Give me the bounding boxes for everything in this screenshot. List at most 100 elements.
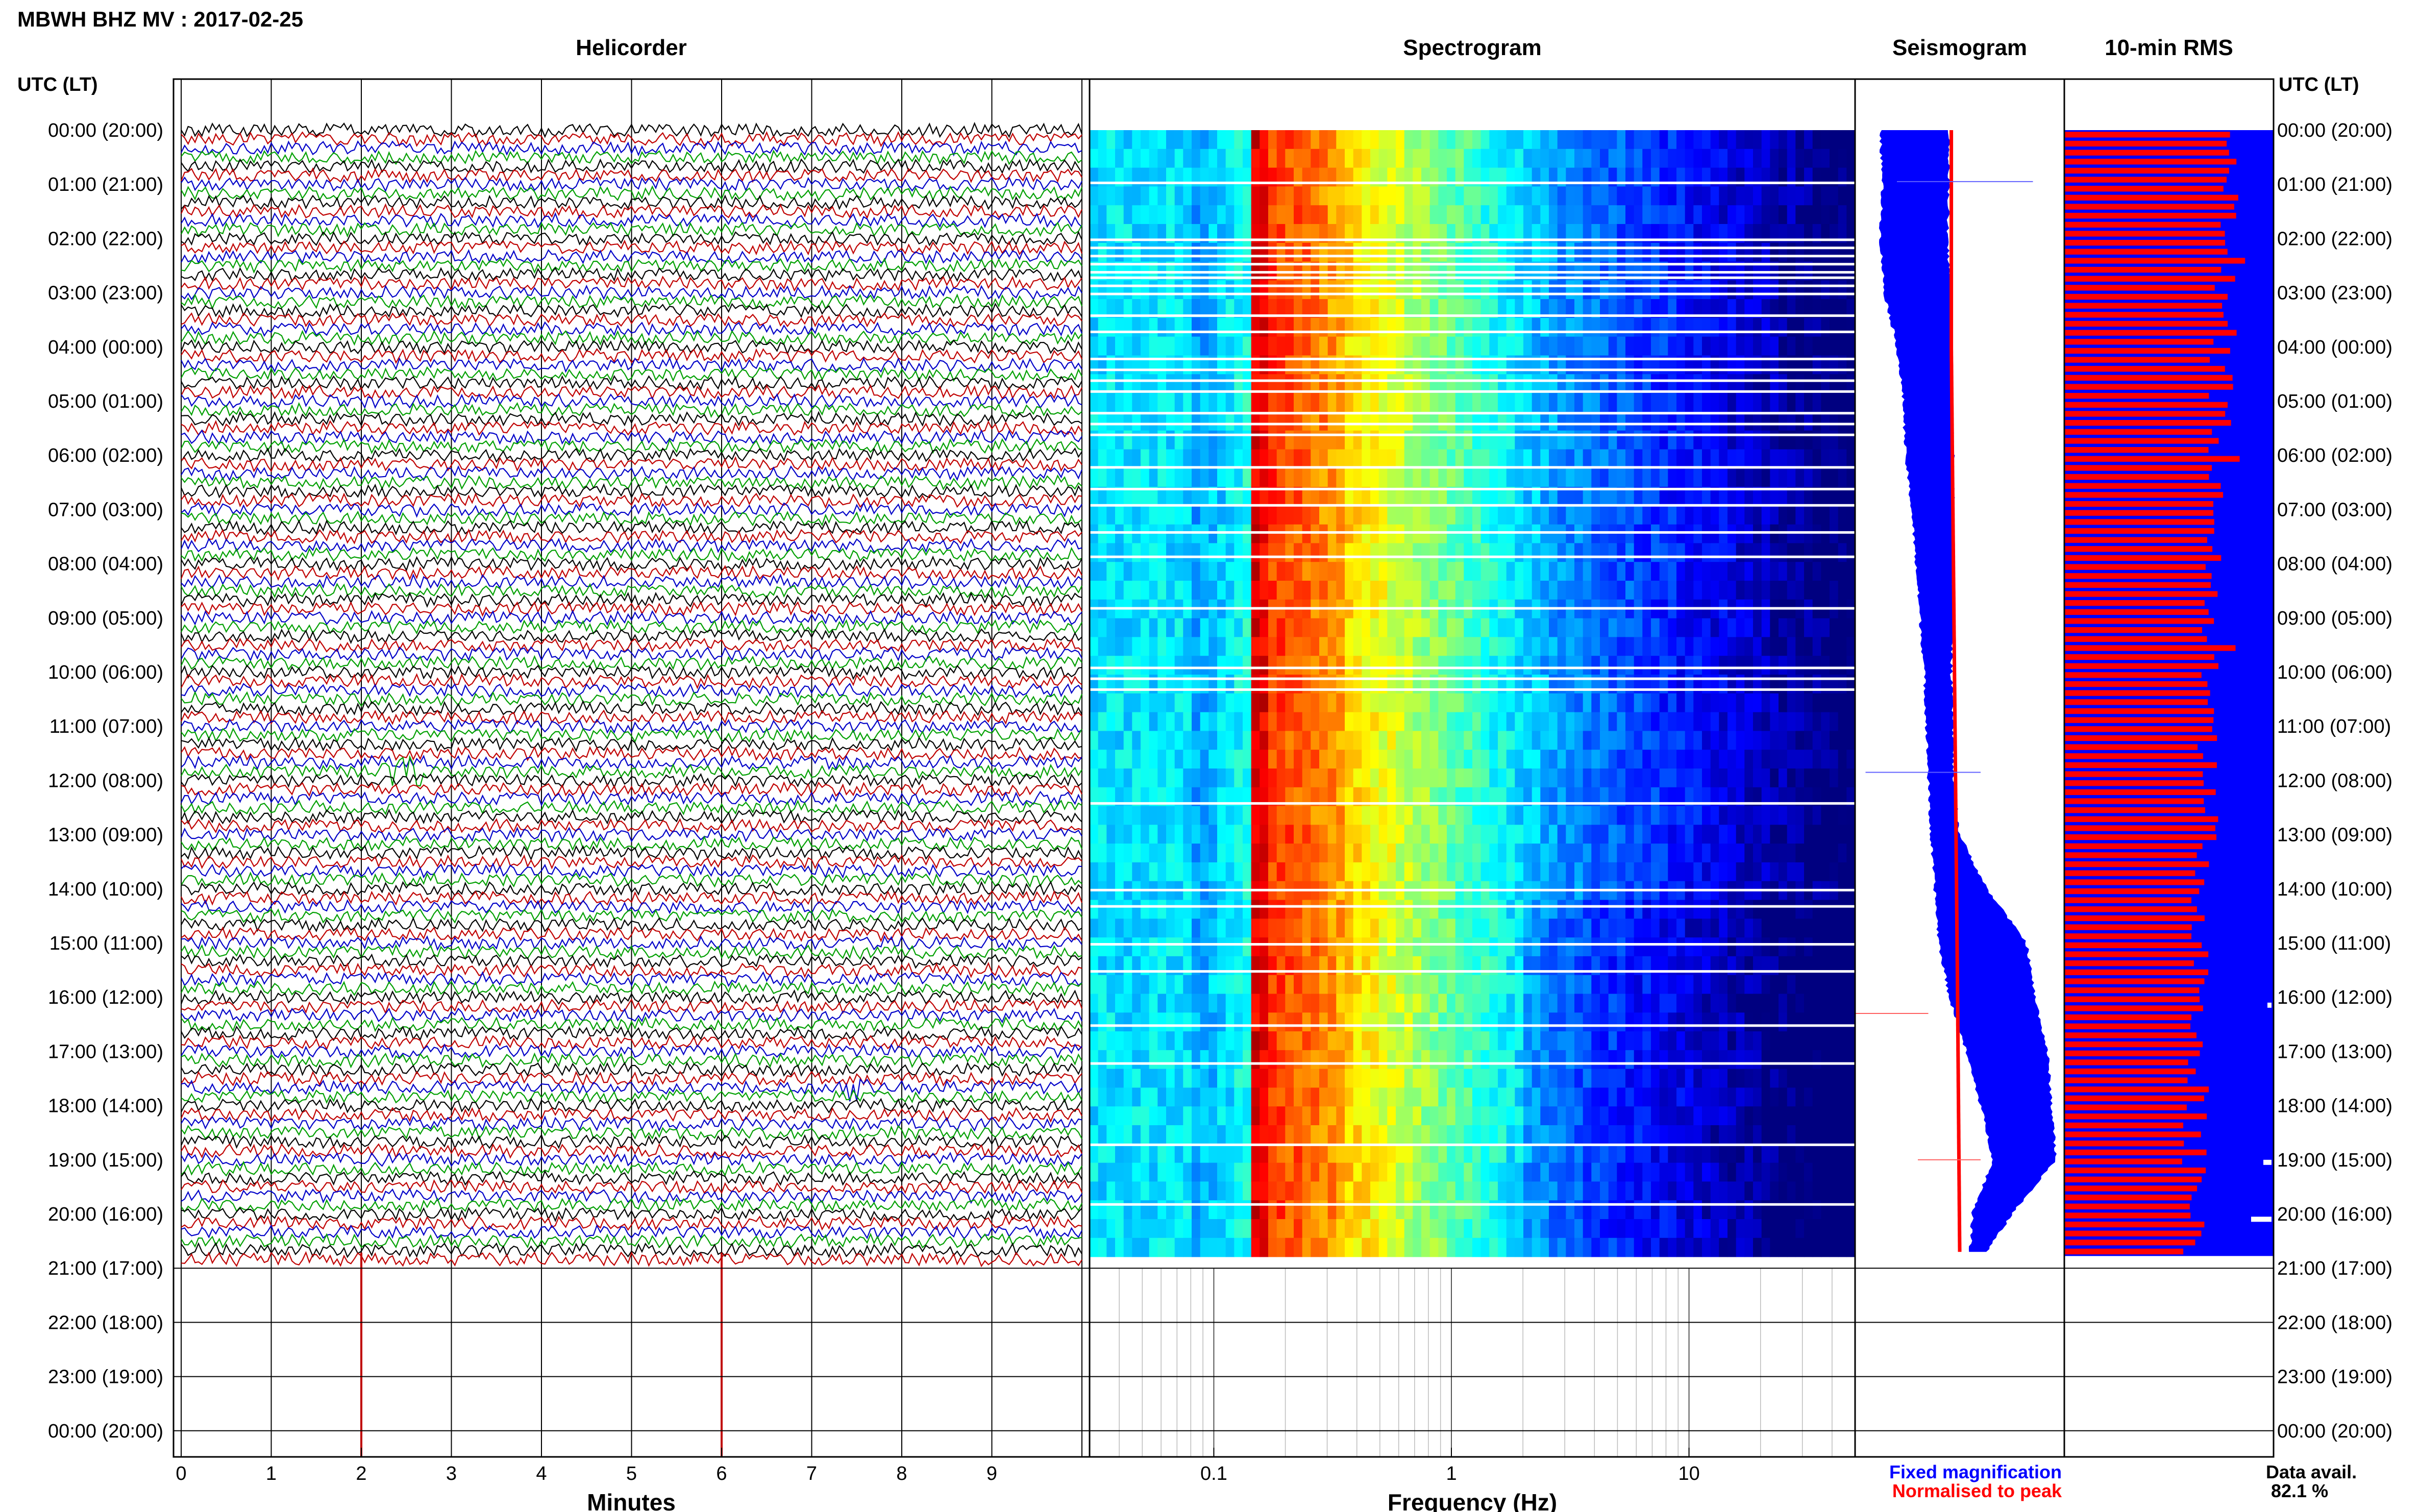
spectrogram-cell xyxy=(1702,787,1711,807)
spectrogram-cell xyxy=(1600,825,1609,844)
spectrogram-cell xyxy=(1098,393,1107,412)
spectrogram-cell xyxy=(1532,787,1541,807)
spectrogram-cell xyxy=(1370,1237,1379,1257)
spectrogram-cell xyxy=(1166,825,1175,844)
spectrogram-cell xyxy=(1702,731,1711,750)
spectrogram-cell xyxy=(1243,524,1252,544)
spectrogram-cell xyxy=(1396,468,1405,487)
spectrogram-cell xyxy=(1583,975,1592,995)
spectrogram-cell xyxy=(1744,280,1754,300)
spectrogram-cell xyxy=(1141,1050,1150,1070)
spectrogram-cell xyxy=(1532,769,1541,788)
spectrogram-cell xyxy=(1421,1181,1430,1201)
spectrogram-cell xyxy=(1591,317,1600,337)
spectrogram-cell xyxy=(1149,1144,1158,1163)
spectrogram-cell xyxy=(1540,806,1549,826)
spectrogram-cell xyxy=(1736,148,1745,168)
spectrogram-cell xyxy=(1208,336,1218,356)
spectrogram-cell xyxy=(1183,505,1192,525)
spectrogram-cell xyxy=(1141,937,1150,957)
spectrogram-cell xyxy=(1583,205,1592,225)
spectrogram-cell xyxy=(1523,130,1533,150)
spectrogram-cell xyxy=(1234,1087,1243,1107)
spectrogram-cell xyxy=(1540,374,1549,393)
spectrogram-cell xyxy=(1429,524,1439,544)
helicorder-trace xyxy=(181,799,1082,816)
spectrogram-cell xyxy=(1651,1106,1660,1126)
spectrogram-cell xyxy=(1149,919,1158,938)
spectrogram-cell xyxy=(1234,994,1243,1013)
spectrogram-cell xyxy=(1234,637,1243,656)
spectrogram-cell xyxy=(1396,975,1405,995)
spectrogram-cell xyxy=(1141,581,1150,600)
spectrogram-cell xyxy=(1387,806,1396,826)
spectrogram-cell xyxy=(1327,656,1337,675)
spectrogram-cell xyxy=(1761,693,1771,713)
spectrogram-cell xyxy=(1617,280,1626,300)
spectrogram-cell xyxy=(1200,712,1210,732)
spectrogram-cell xyxy=(1404,393,1414,412)
spectrogram-cell xyxy=(1532,430,1541,450)
spectrogram-cell xyxy=(1192,148,1201,168)
spectrogram-cell xyxy=(1625,862,1635,882)
spectrogram-cell xyxy=(1302,148,1312,168)
spectrogram-cell xyxy=(1506,937,1516,957)
spectrogram-cell xyxy=(1285,1012,1294,1032)
spectrogram-cell xyxy=(1506,317,1516,337)
spectrogram-cell xyxy=(1608,937,1618,957)
spectrogram-cell xyxy=(1753,374,1762,393)
spectrogram-cell xyxy=(1123,750,1133,769)
helicorder-trace xyxy=(181,773,1082,789)
spectrogram-cell xyxy=(1617,224,1626,243)
spectrogram-cell xyxy=(1319,769,1328,788)
spectrogram-cell xyxy=(1311,900,1320,920)
spectrogram-cell xyxy=(1234,1069,1243,1088)
spectrogram-cell xyxy=(1200,505,1210,525)
spectrogram-cell xyxy=(1294,656,1303,675)
spectrogram-cell xyxy=(1208,975,1218,995)
spectrogram-cell xyxy=(1498,205,1507,225)
spectrogram-cell xyxy=(1693,1125,1702,1145)
spectrogram-cell xyxy=(1438,1050,1447,1070)
spectrogram-cell xyxy=(1532,374,1541,393)
spectrogram-cell xyxy=(1770,205,1779,225)
spectrogram-cell xyxy=(1727,487,1737,506)
spectrogram-cell xyxy=(1217,374,1226,393)
spectrogram-cell xyxy=(1251,825,1261,844)
spectrogram-cell xyxy=(1243,1125,1252,1145)
spectrogram-cell xyxy=(1166,693,1175,713)
spectrogram-cell xyxy=(1566,693,1575,713)
spectrogram-cell xyxy=(1515,750,1524,769)
spectrogram-cell xyxy=(1362,825,1371,844)
spectrogram-cell xyxy=(1327,1144,1337,1163)
spectrogram-cell xyxy=(1429,637,1439,656)
spectrogram-cell xyxy=(1676,1012,1686,1032)
spectrogram-cell xyxy=(1591,1050,1600,1070)
spectrogram-cell xyxy=(1336,656,1345,675)
spectrogram-cell xyxy=(1668,1125,1677,1145)
spectrogram-cell xyxy=(1455,336,1465,356)
spectrogram-cell xyxy=(1106,1012,1116,1032)
spectrogram-cell xyxy=(1157,1219,1167,1238)
spectrogram-cell xyxy=(1217,468,1226,487)
spectrogram-cell xyxy=(1685,712,1694,732)
spectrogram-cell xyxy=(1566,449,1575,469)
spectrogram-cell xyxy=(1234,130,1243,150)
spectrogram-cell xyxy=(1429,1069,1439,1088)
spectrogram-cell xyxy=(1294,1106,1303,1126)
spectrogram-cell xyxy=(1302,1181,1312,1201)
spectrogram-cell xyxy=(1634,543,1643,562)
spectrogram-cell xyxy=(1319,280,1328,300)
spectrogram-cell xyxy=(1183,242,1192,262)
helicorder-trace xyxy=(180,709,1082,725)
spectrogram-cell xyxy=(1234,1237,1243,1257)
spectrogram-cell xyxy=(1243,844,1252,863)
spectrogram-cell xyxy=(1098,186,1107,206)
spectrogram-cell xyxy=(1302,1050,1312,1070)
spectrogram-cell xyxy=(1132,693,1141,713)
spectrogram-cell xyxy=(1319,994,1328,1013)
spectrogram-cell xyxy=(1413,900,1422,920)
spectrogram-cell xyxy=(1472,825,1482,844)
spectrogram-cell xyxy=(1132,449,1141,469)
spectrogram-cell xyxy=(1617,468,1626,487)
